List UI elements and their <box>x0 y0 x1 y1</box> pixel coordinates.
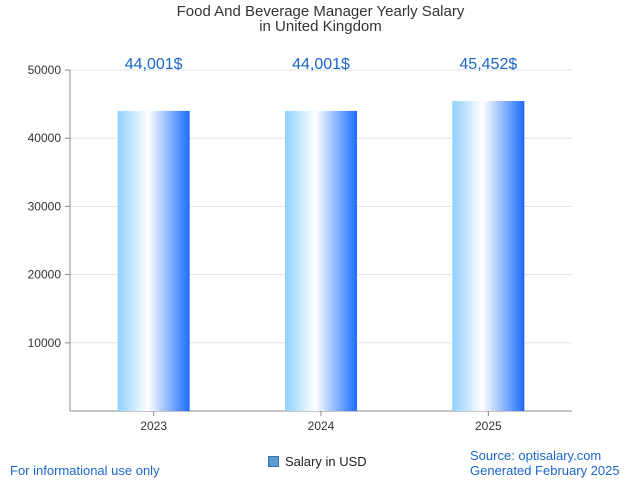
legend-label: Salary in USD <box>285 453 367 469</box>
x-tick-label: 2024 <box>308 419 335 433</box>
generated-text: Generated February 2025 <box>470 463 620 478</box>
x-tick-label: 2025 <box>475 419 502 433</box>
y-tick-label: 40000 <box>28 131 62 145</box>
y-tick-label: 50000 <box>28 63 62 77</box>
x-tick-label: 2023 <box>140 419 167 433</box>
disclaimer-text: For informational use only <box>10 463 160 478</box>
legend[interactable]: Salary in USD <box>268 452 367 470</box>
data-label: 45,452$ <box>459 56 517 73</box>
bar <box>117 110 190 411</box>
y-tick-label: 20000 <box>28 268 62 282</box>
data-label: 44,001$ <box>125 56 183 73</box>
legend-swatch <box>268 455 279 467</box>
chart-subtitle: in United Kingdom <box>259 18 382 35</box>
y-tick-label: 30000 <box>28 199 62 213</box>
bar <box>452 101 525 411</box>
y-tick-label: 10000 <box>28 336 62 350</box>
source-text: Source: optisalary.com <box>470 448 602 463</box>
data-label: 44,001$ <box>292 56 350 73</box>
bar <box>285 110 357 411</box>
chart-title: Food And Beverage Manager Yearly Salary <box>176 3 465 20</box>
